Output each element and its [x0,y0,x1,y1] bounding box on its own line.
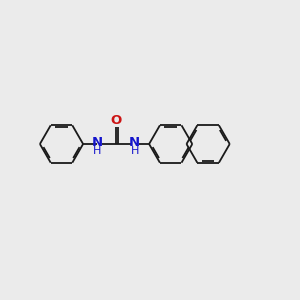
Text: N: N [129,136,140,149]
Text: H: H [93,146,102,157]
Text: N: N [92,136,103,149]
Text: O: O [110,114,122,127]
Text: H: H [130,146,139,157]
